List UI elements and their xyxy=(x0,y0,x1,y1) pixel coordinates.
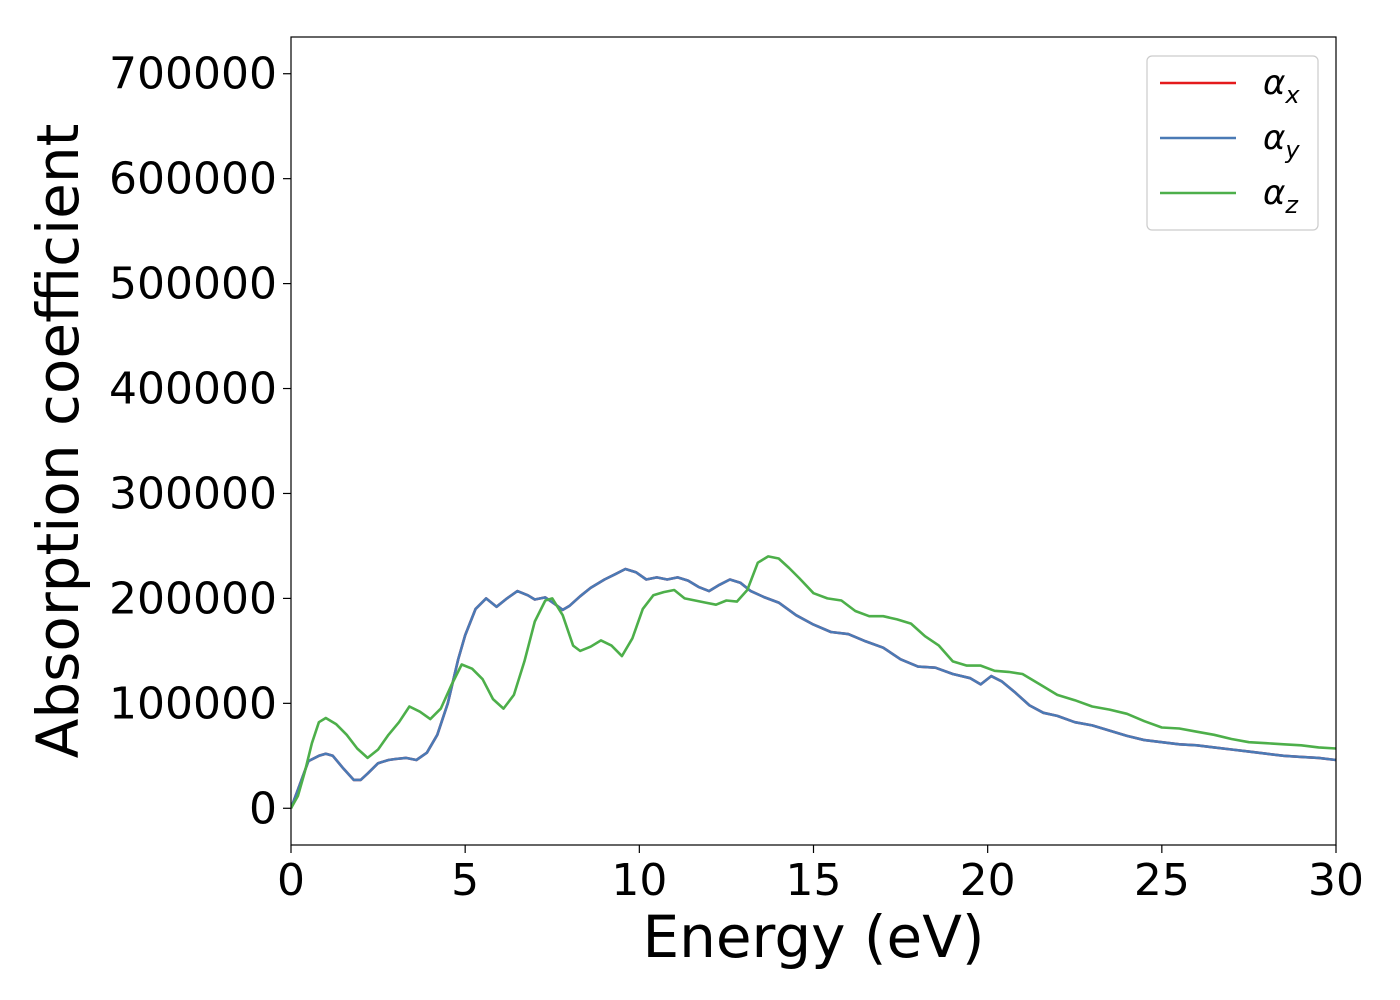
y-tick-label: 0 xyxy=(249,783,277,834)
y-tick-label: 300000 xyxy=(109,468,277,519)
series-line-y xyxy=(291,567,1336,809)
y-tick-label: 200000 xyxy=(109,573,277,624)
axis-ticks: 0 5 10 15 20 25 30 0 100000 200000 300000 400000 500… xyxy=(109,49,1364,906)
y-tick-label: 700000 xyxy=(109,49,277,100)
legend-label-y: αy xyxy=(1263,118,1300,164)
x-tick-label: 0 xyxy=(277,855,305,906)
plot-frame xyxy=(290,36,1337,846)
x-tick-label: 25 xyxy=(1134,855,1190,906)
legend-label-x: αx xyxy=(1263,63,1300,109)
x-tick-label: 10 xyxy=(611,855,667,906)
y-tick-label: 100000 xyxy=(109,678,277,729)
y-tick-label: 600000 xyxy=(109,154,277,205)
series-line-z xyxy=(291,555,1336,809)
legend-label-z: αz xyxy=(1263,173,1299,219)
x-tick-label: 30 xyxy=(1308,855,1364,906)
y-axis-label: Absorption coefficient xyxy=(24,124,92,759)
x-tick-label: 20 xyxy=(960,855,1016,906)
y-tick-label: 400000 xyxy=(109,364,277,415)
x-tick-label: 5 xyxy=(451,855,479,906)
series-line-x xyxy=(291,567,1336,809)
plot-area xyxy=(291,555,1336,809)
x-tick-label: 15 xyxy=(786,855,842,906)
legend: αx αy αz xyxy=(1146,55,1319,231)
x-axis-label: Energy (eV) xyxy=(642,903,984,971)
y-tick-label: 500000 xyxy=(109,259,277,310)
legend-box xyxy=(1146,55,1319,231)
